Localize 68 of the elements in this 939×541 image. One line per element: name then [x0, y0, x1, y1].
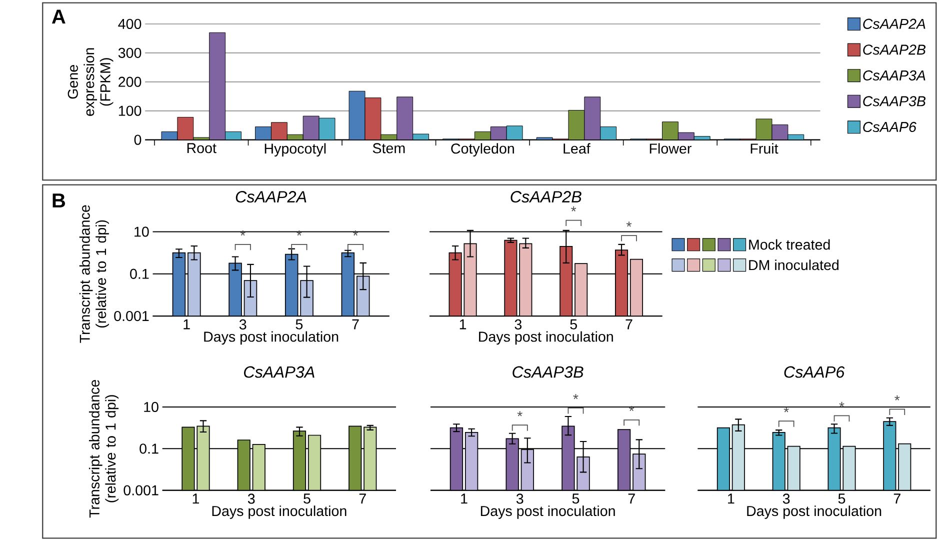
x-tick-label: 7: [626, 319, 632, 330]
x-tick-label: 7: [894, 494, 900, 504]
x-axis-title: Days post inoculation: [204, 331, 338, 345]
x-tick-label: 3: [516, 494, 524, 504]
y-tick-label: 0.001: [124, 485, 158, 496]
y-tick-label: 100: [118, 106, 142, 116]
legend-label: CsAAP6: [863, 122, 916, 132]
chart-title: CsAAP6: [784, 366, 845, 378]
x-tick-label: 7: [628, 494, 635, 504]
x-tick-label: Flower: [650, 143, 692, 154]
x-tick-label: Hypocotyl: [264, 143, 326, 156]
x-tick-label: Fruit: [750, 143, 778, 154]
y-axis-title: Gene expression (FPKM): [68, 48, 114, 116]
y-tick-label: 0: [134, 134, 142, 145]
x-tick-label: Root: [187, 143, 216, 154]
text: *: [839, 402, 844, 407]
text: *: [573, 394, 578, 400]
text: *: [571, 206, 576, 212]
annotation: *: [629, 406, 634, 412]
chart-title: CsAAP2B: [510, 191, 582, 203]
x-tick-label: 1: [728, 494, 734, 504]
x-tick-label: 7: [359, 494, 366, 504]
text: B: [52, 194, 66, 208]
legend-label: CsAAP3B: [863, 96, 926, 106]
x-tick-label: 5: [304, 494, 310, 504]
chart-title: CsAAP2A: [236, 191, 306, 203]
y-tick-label: 300: [118, 48, 142, 58]
annotation: *: [517, 411, 522, 416]
x-axis-title: Days post inoculation: [212, 506, 346, 519]
x-tick-label: 3: [248, 494, 255, 504]
x-axis-title: Days post inoculation: [747, 506, 882, 519]
legend-label: CsAAP2B: [863, 44, 926, 55]
y-axis-title: Transcript abundance (relative to 1 dpi): [88, 380, 119, 518]
x-tick-label: 3: [239, 319, 246, 330]
y-tick-label: 10: [144, 402, 158, 412]
y-tick-label: 400: [118, 18, 142, 29]
x-axis-title: Days post inoculation: [479, 331, 613, 345]
y-tick-label: 10: [134, 226, 149, 237]
chart-title: CsAAP3A: [244, 366, 314, 378]
y-tick-label: 200: [118, 76, 142, 87]
text: DM inoculated: [749, 260, 838, 270]
chart-title: CsAAP3B: [512, 366, 584, 378]
x-axis-title: Days post inoculation: [480, 506, 615, 519]
x-tick-label: 1: [461, 494, 468, 504]
x-tick-label: 5: [296, 319, 303, 330]
x-tick-label: 5: [838, 494, 846, 504]
y-axis-title: Transcript abundance (relative to 1 dpi): [79, 205, 109, 343]
legend-label: CsAAP2A: [863, 18, 926, 29]
x-tick-label: 3: [782, 494, 790, 504]
x-tick-label: 5: [570, 319, 577, 330]
text: *: [894, 395, 900, 400]
legend-label: CsAAP3A: [863, 70, 926, 80]
y-tick-label: 0.001: [114, 310, 149, 322]
x-tick-label: 7: [352, 319, 359, 330]
x-tick-label: 1: [184, 319, 190, 330]
x-tick-label: Cotyledon: [451, 143, 514, 156]
x-tick-label: Leaf: [564, 143, 590, 154]
x-tick-label: 1: [192, 494, 200, 504]
x-tick-label: 5: [572, 494, 580, 504]
x-tick-label: 3: [514, 319, 522, 330]
y-tick-label: 0.1: [130, 268, 149, 279]
text: A: [52, 10, 66, 24]
x-tick-label: Stem: [372, 143, 405, 154]
y-tick-label: 0.1: [140, 444, 158, 454]
text: *: [626, 222, 632, 227]
text: Mock treated: [749, 239, 830, 250]
annotation: *: [784, 407, 789, 412]
x-tick-label: 1: [460, 319, 466, 330]
